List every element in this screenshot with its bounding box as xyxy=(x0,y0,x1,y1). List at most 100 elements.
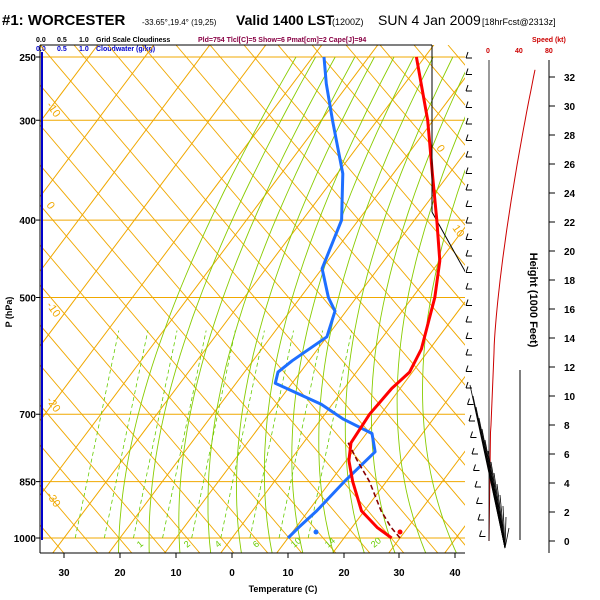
wind-barb xyxy=(473,464,480,471)
dry-adiabat xyxy=(277,45,465,266)
wind-barb-feather xyxy=(465,348,469,356)
isotherm-label: -10 xyxy=(44,100,63,120)
mixing-ratio-label: 6 xyxy=(251,539,261,550)
parcel-line xyxy=(347,442,401,539)
wind-barb-feather xyxy=(474,480,478,488)
wind-barb xyxy=(465,51,472,59)
wind-barb xyxy=(465,117,472,125)
height-axis-title: Height (1000 Feet) xyxy=(527,253,539,348)
cloud-scale-top-2: 1.0 xyxy=(79,37,89,44)
height-tick-label: 2 xyxy=(564,508,570,519)
moist-adiabat xyxy=(236,56,375,553)
dry-adiabat xyxy=(550,45,600,553)
wind-barb xyxy=(465,332,472,339)
height-tick-label: 26 xyxy=(564,160,576,171)
zulu-time: (1200Z) xyxy=(332,17,364,27)
dry-adiabat xyxy=(40,164,371,553)
wind-panel xyxy=(465,51,536,549)
mixing-ratio-label: 4 xyxy=(213,539,223,550)
wind-barb-feather xyxy=(465,84,469,92)
mixing-ratio-line xyxy=(278,330,324,539)
y-axis-title: P (hPa) xyxy=(4,297,14,328)
wind-barb xyxy=(465,365,472,372)
isotherm xyxy=(40,45,155,198)
pressure-tick-label: 250 xyxy=(19,53,36,64)
isotherm xyxy=(40,45,267,347)
cloud-scale-bottom-1: 0.5 xyxy=(57,46,67,53)
isotherm-label: 20 xyxy=(478,280,495,297)
pressure-tick-label: 700 xyxy=(19,410,36,421)
dry-adiabat xyxy=(40,404,167,553)
wind-barb xyxy=(470,431,477,438)
height-tick-label: 4 xyxy=(564,479,570,490)
pressure-tick-label: 850 xyxy=(19,478,36,489)
dry-adiabat xyxy=(40,124,405,553)
cloud-legend-grid: Grid Scale Cloudiness xyxy=(96,37,170,44)
mixing-ratio-label: 20 xyxy=(369,535,383,549)
wind-barb-feather xyxy=(465,282,469,290)
wind-barb-feather xyxy=(465,315,469,323)
height-tick-label: 28 xyxy=(564,131,576,142)
dry-adiabat xyxy=(175,45,465,386)
isotherm xyxy=(40,45,323,422)
temp-tick-label: 30 xyxy=(58,568,70,579)
height-tick-label: 22 xyxy=(564,218,576,229)
moist-adiabat xyxy=(178,56,336,553)
wind-barb xyxy=(465,167,472,174)
height-tick-label: 24 xyxy=(564,189,576,200)
moist-adiabat xyxy=(207,56,356,553)
wind-barb-feather xyxy=(467,398,470,405)
speed-tick-40: 40 xyxy=(515,48,523,55)
wind-barb xyxy=(465,348,472,356)
wind-barb xyxy=(476,497,483,504)
sounding-profiles xyxy=(273,56,442,540)
wind-barb xyxy=(465,299,472,306)
moist-adiabat xyxy=(263,56,395,553)
moist-adiabat xyxy=(118,56,297,553)
mixing-ratio-line xyxy=(133,330,178,539)
wind-barb xyxy=(465,68,472,75)
wind-barb-feather xyxy=(465,117,469,125)
wind-barb-feather xyxy=(465,381,469,389)
mixing-ratio-line xyxy=(191,330,236,539)
wind-barb xyxy=(465,233,472,240)
height-tick-label: 8 xyxy=(564,421,570,432)
wind-barb-low xyxy=(499,494,506,549)
height-tick-label: 16 xyxy=(564,305,576,316)
wind-barb-feather xyxy=(465,365,469,372)
forecast-info: [18hrFcst@2313z] xyxy=(482,17,556,27)
wind-barb xyxy=(465,183,472,191)
dry-adiabat xyxy=(40,364,201,553)
isotherm-label: 0 xyxy=(434,143,447,155)
wind-barb-feather xyxy=(468,414,472,422)
cloud-scale-top-1: 0.5 xyxy=(57,37,67,44)
wind-barb-feather xyxy=(473,464,476,471)
dry-adiabat xyxy=(40,45,465,546)
dry-adiabat xyxy=(40,244,303,553)
temp-tick-label: 10 xyxy=(170,568,182,579)
frame-diagonal xyxy=(431,211,465,273)
dry-adiabat xyxy=(379,45,465,146)
wind-barb-feather xyxy=(465,266,469,273)
temp-tick-label: 20 xyxy=(338,568,350,579)
pressure-tick-label: 500 xyxy=(19,294,36,305)
wind-barb-feather xyxy=(465,150,469,158)
isotherm xyxy=(40,45,211,273)
height-tick-label: 20 xyxy=(564,247,576,258)
isotherm xyxy=(487,0,600,571)
height-tick-label: 18 xyxy=(564,276,576,287)
dry-adiabat xyxy=(40,444,133,553)
moist-adiabat xyxy=(148,56,316,553)
dry-adiabat xyxy=(209,45,465,346)
wind-barb-feather xyxy=(465,101,469,108)
moist-adiabat xyxy=(318,56,434,553)
isotherm xyxy=(220,226,465,553)
cloud-scale-bottom-0: 0.0 xyxy=(36,46,46,53)
isotherm-label: 30 xyxy=(508,330,525,347)
dry-adiabat xyxy=(40,84,439,553)
wind-barb-low xyxy=(502,505,506,549)
dry-adiabat xyxy=(413,45,465,106)
station-title: #1: WORCESTER xyxy=(2,12,126,29)
